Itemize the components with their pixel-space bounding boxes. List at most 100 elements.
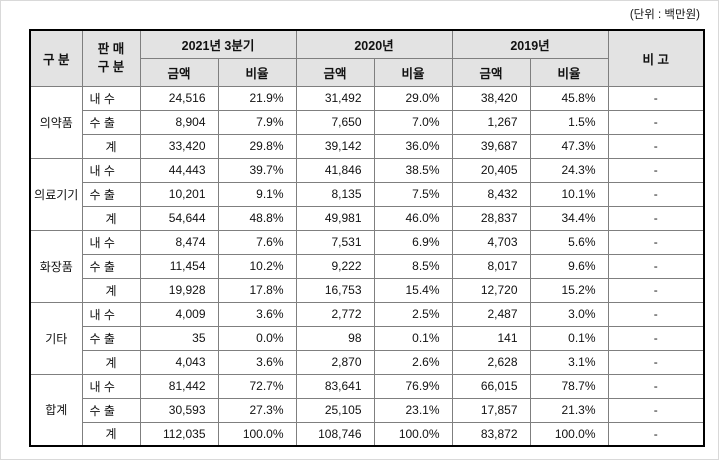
ratio-cell: 21.9% bbox=[217, 85, 297, 111]
sales-type-cell: 계 bbox=[81, 277, 141, 303]
amount-cell: 7,531 bbox=[295, 229, 375, 255]
header-amount-2019: 금액 bbox=[451, 57, 531, 87]
ratio-cell: 9.1% bbox=[217, 181, 297, 207]
sales-type-cell: 계 bbox=[81, 421, 141, 447]
amount-cell: 38,420 bbox=[451, 85, 531, 111]
amount-cell: 8,474 bbox=[139, 229, 219, 255]
category-cell: 기타 bbox=[29, 301, 83, 375]
ratio-cell: 17.8% bbox=[217, 277, 297, 303]
sales-type-cell: 내 수 bbox=[81, 301, 141, 327]
ratio-cell: 9.6% bbox=[529, 253, 609, 279]
amount-cell: 2,487 bbox=[451, 301, 531, 327]
table-row: 계 19,928 17.8% 16,753 15.4% 12,720 15.2% - bbox=[30, 277, 705, 303]
header-ratio-2020: 비율 bbox=[373, 57, 453, 87]
amount-cell: 141 bbox=[451, 325, 531, 351]
table-row: 수 출 10,201 9.1% 8,135 7.5% 8,432 10.1% - bbox=[30, 181, 705, 207]
amount-cell: 81,442 bbox=[139, 373, 219, 399]
ratio-cell: 72.7% bbox=[217, 373, 297, 399]
remark-cell: - bbox=[607, 157, 705, 183]
sales-type-cell: 내 수 bbox=[81, 373, 141, 399]
amount-cell: 7,650 bbox=[295, 109, 375, 135]
header-remarks: 비 고 bbox=[607, 29, 705, 87]
amount-cell: 2,870 bbox=[295, 349, 375, 375]
ratio-cell: 100.0% bbox=[529, 421, 609, 447]
sales-type-cell: 계 bbox=[81, 349, 141, 375]
ratio-cell: 5.6% bbox=[529, 229, 609, 255]
sales-type-cell: 계 bbox=[81, 205, 141, 231]
ratio-cell: 7.5% bbox=[373, 181, 453, 207]
remark-cell: - bbox=[607, 373, 705, 399]
amount-cell: 108,746 bbox=[295, 421, 375, 447]
ratio-cell: 36.0% bbox=[373, 133, 453, 159]
ratio-cell: 6.9% bbox=[373, 229, 453, 255]
header-row-periods: 구 분 판 매 구 분 2021년 3분기 2020년 2019년 비 고 bbox=[29, 29, 705, 87]
header-ratio-2019: 비율 bbox=[529, 57, 609, 87]
remark-cell: - bbox=[607, 133, 705, 159]
amount-cell: 11,454 bbox=[139, 253, 219, 279]
amount-cell: 16,753 bbox=[295, 277, 375, 303]
ratio-cell: 10.2% bbox=[217, 253, 297, 279]
ratio-cell: 100.0% bbox=[217, 421, 297, 447]
ratio-cell: 8.5% bbox=[373, 253, 453, 279]
amount-cell: 49,981 bbox=[295, 205, 375, 231]
ratio-cell: 45.8% bbox=[529, 85, 609, 111]
amount-cell: 54,644 bbox=[139, 205, 219, 231]
amount-cell: 44,443 bbox=[139, 157, 219, 183]
amount-cell: 8,135 bbox=[295, 181, 375, 207]
ratio-cell: 24.3% bbox=[529, 157, 609, 183]
amount-cell: 24,516 bbox=[139, 85, 219, 111]
amount-cell: 4,043 bbox=[139, 349, 219, 375]
amount-cell: 25,105 bbox=[295, 397, 375, 423]
remark-cell: - bbox=[607, 277, 705, 303]
table-row: 수 출 8,904 7.9% 7,650 7.0% 1,267 1.5% - bbox=[30, 109, 705, 135]
header-sales-type-line2: 구 분 bbox=[97, 60, 125, 75]
ratio-cell: 27.3% bbox=[217, 397, 297, 423]
amount-cell: 28,837 bbox=[451, 205, 531, 231]
remark-cell: - bbox=[607, 349, 705, 375]
ratio-cell: 46.0% bbox=[373, 205, 453, 231]
header-period-2019: 2019년 bbox=[451, 29, 609, 59]
sales-type-cell: 내 수 bbox=[81, 85, 141, 111]
amount-cell: 83,641 bbox=[295, 373, 375, 399]
header-amount-2020: 금액 bbox=[295, 57, 375, 87]
ratio-cell: 100.0% bbox=[373, 421, 453, 447]
ratio-cell: 2.6% bbox=[373, 349, 453, 375]
amount-cell: 98 bbox=[295, 325, 375, 351]
amount-cell: 41,846 bbox=[295, 157, 375, 183]
remark-cell: - bbox=[607, 109, 705, 135]
sales-type-cell: 내 수 bbox=[81, 157, 141, 183]
amount-cell: 31,492 bbox=[295, 85, 375, 111]
category-cell: 합계 bbox=[29, 373, 83, 447]
ratio-cell: 23.1% bbox=[373, 397, 453, 423]
amount-cell: 83,872 bbox=[451, 421, 531, 447]
ratio-cell: 3.0% bbox=[529, 301, 609, 327]
table-row: 계 4,043 3.6% 2,870 2.6% 2,628 3.1% - bbox=[30, 349, 705, 375]
sales-type-cell: 계 bbox=[81, 133, 141, 159]
sales-type-cell: 수 출 bbox=[81, 325, 141, 351]
table-body: 의약품 내 수 24,516 21.9% 31,492 29.0% 38,420 45.8% -… bbox=[29, 85, 705, 447]
remark-cell: - bbox=[607, 397, 705, 423]
remark-cell: - bbox=[607, 229, 705, 255]
amount-cell: 17,857 bbox=[451, 397, 531, 423]
amount-cell: 19,928 bbox=[139, 277, 219, 303]
ratio-cell: 0.1% bbox=[373, 325, 453, 351]
header-amount-2021q3: 금액 bbox=[139, 57, 219, 87]
header-period-2020: 2020년 bbox=[295, 29, 453, 59]
amount-cell: 9,222 bbox=[295, 253, 375, 279]
ratio-cell: 3.6% bbox=[217, 349, 297, 375]
category-cell: 화장품 bbox=[29, 229, 83, 303]
amount-cell: 4,703 bbox=[451, 229, 531, 255]
amount-cell: 1,267 bbox=[451, 109, 531, 135]
ratio-cell: 7.9% bbox=[217, 109, 297, 135]
table-row: 수 출 30,593 27.3% 25,105 23.1% 17,857 21.3% - bbox=[30, 397, 705, 423]
amount-cell: 8,904 bbox=[139, 109, 219, 135]
amount-cell: 39,687 bbox=[451, 133, 531, 159]
ratio-cell: 39.7% bbox=[217, 157, 297, 183]
amount-cell: 4,009 bbox=[139, 301, 219, 327]
sales-type-cell: 수 출 bbox=[81, 397, 141, 423]
header-sales-type: 판 매 구 분 bbox=[81, 29, 141, 87]
table-header: 구 분 판 매 구 분 2021년 3분기 2020년 2019년 비 고 금액… bbox=[29, 29, 705, 87]
sales-report-table: 구 분 판 매 구 분 2021년 3분기 2020년 2019년 비 고 금액… bbox=[29, 29, 706, 447]
remark-cell: - bbox=[607, 325, 705, 351]
